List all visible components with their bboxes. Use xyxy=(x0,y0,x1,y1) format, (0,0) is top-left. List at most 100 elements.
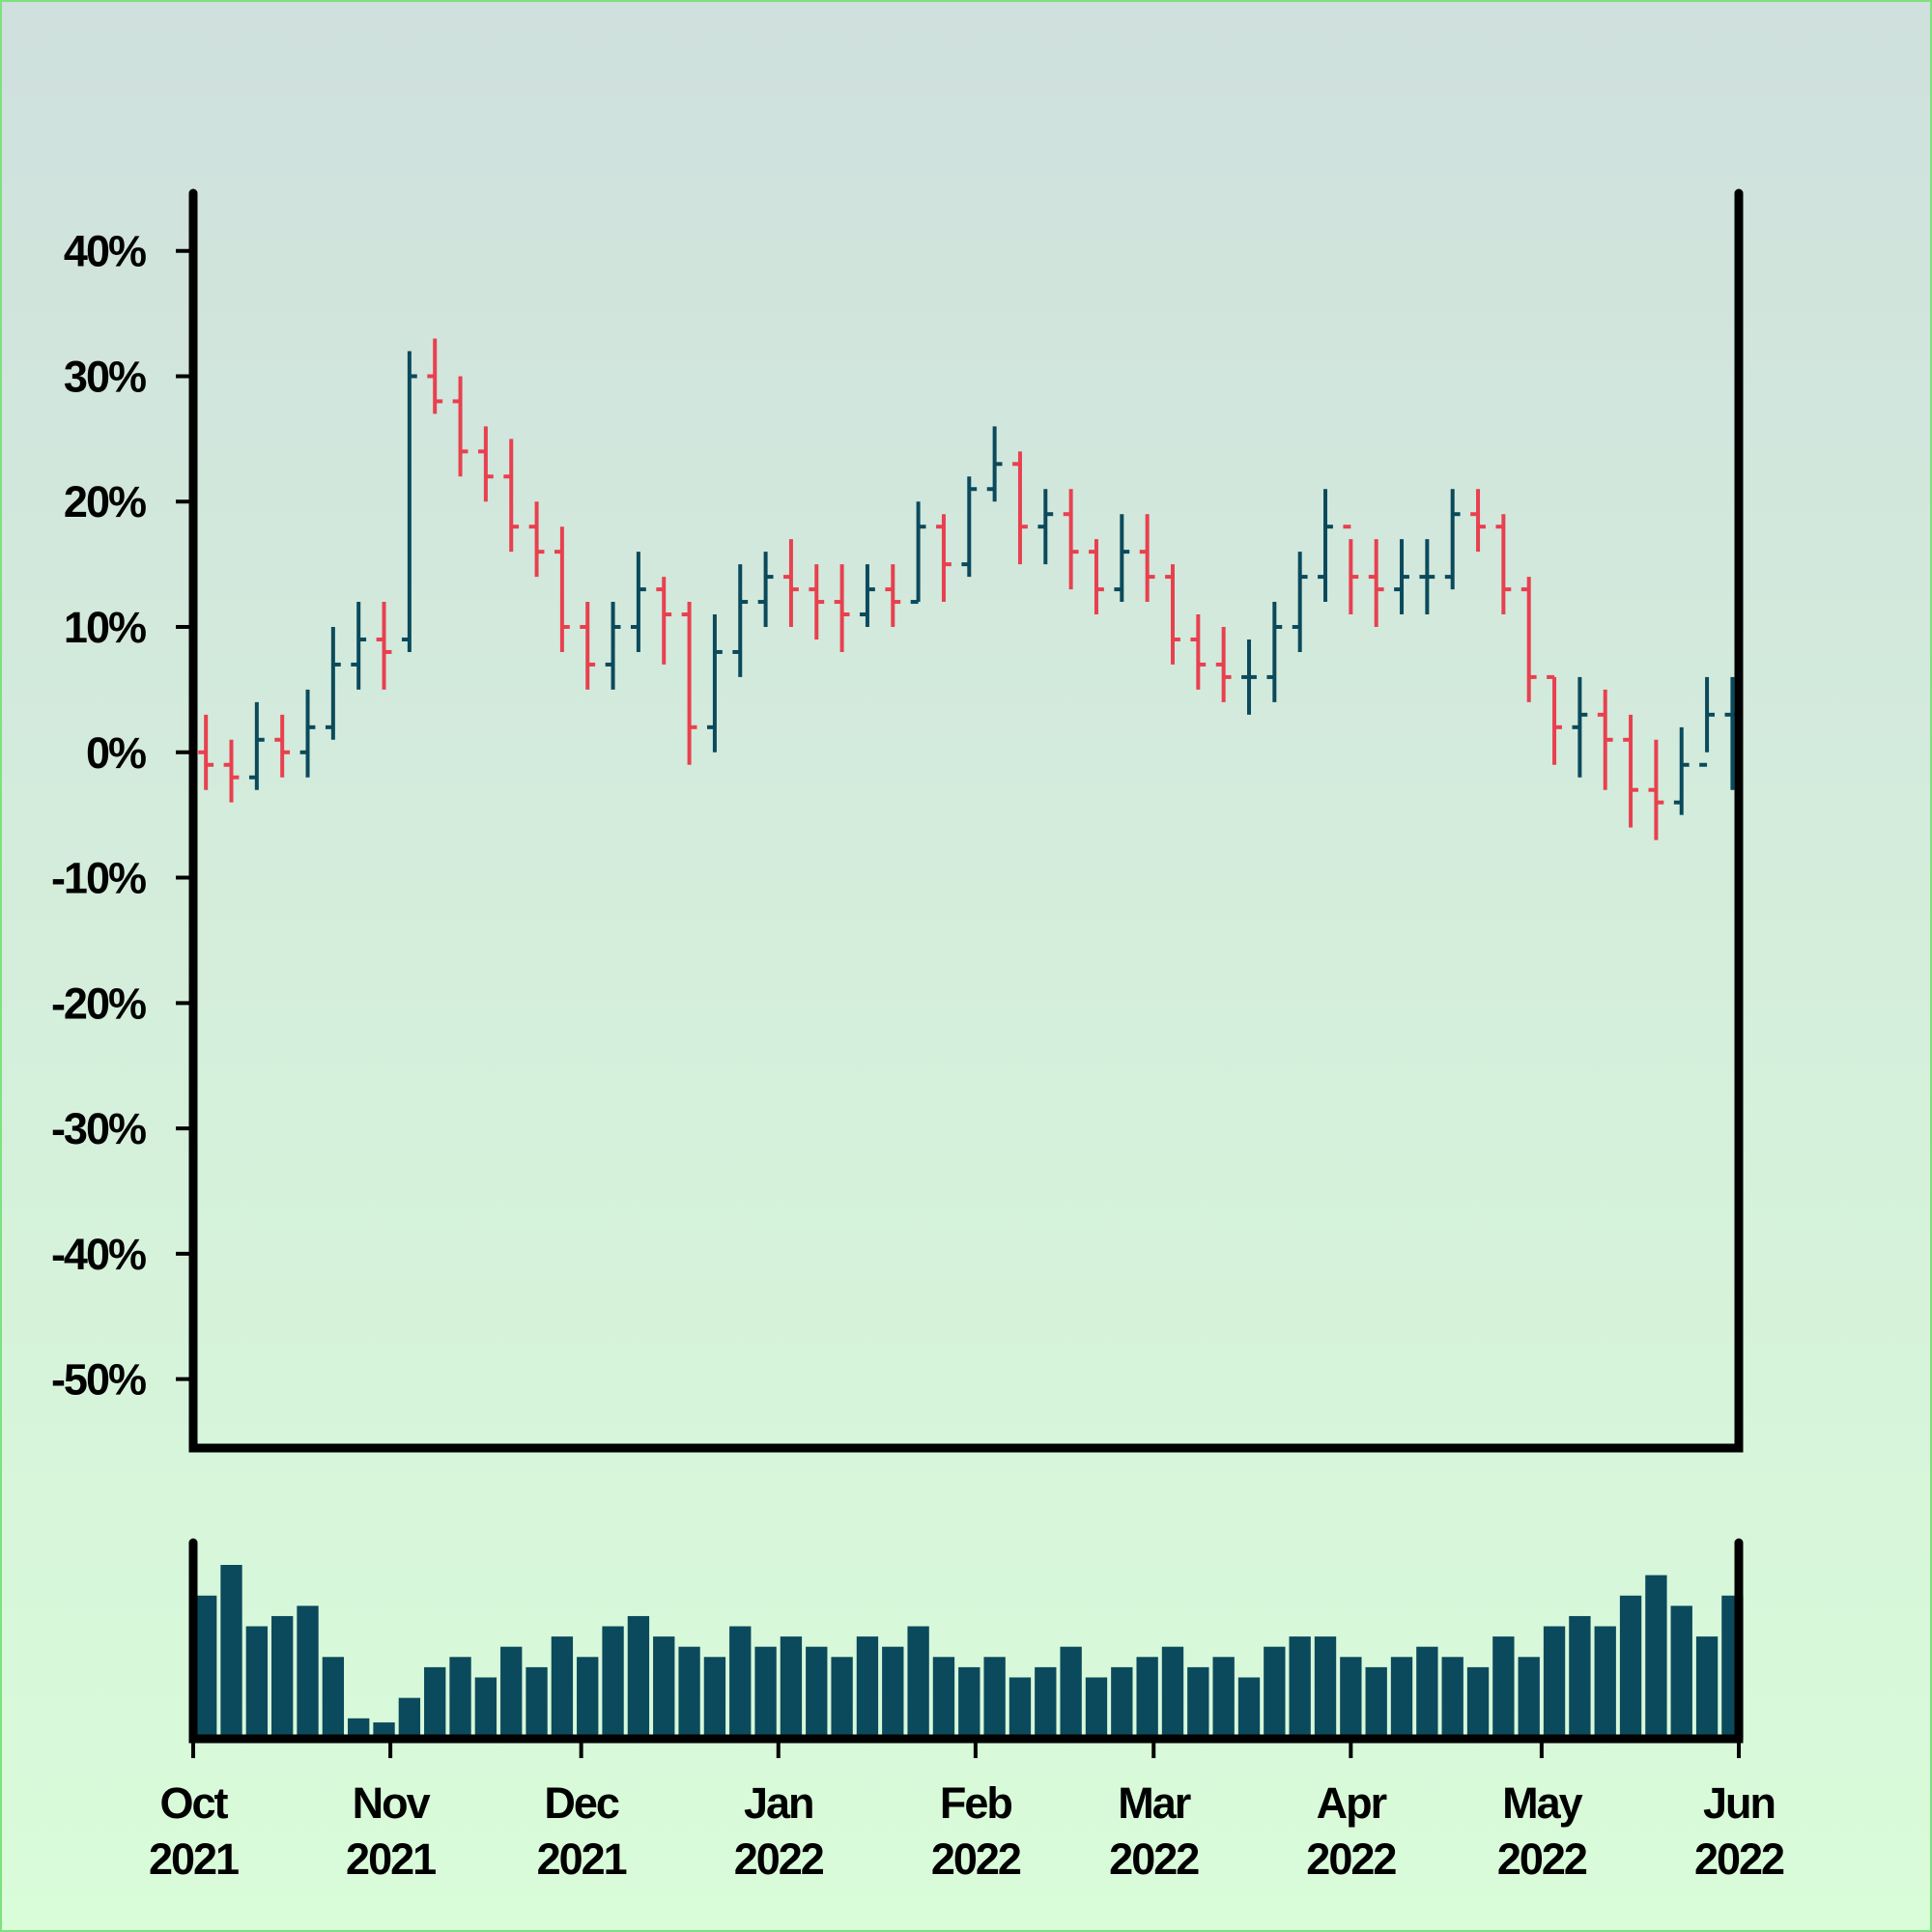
volume-bar xyxy=(195,1595,217,1739)
volume-bar xyxy=(297,1605,319,1739)
x-tick-label-line: Oct xyxy=(159,1778,228,1828)
volume-bar xyxy=(1035,1666,1057,1739)
y-tick-label: -30% xyxy=(51,1104,146,1153)
y-tick-label: -10% xyxy=(51,854,146,903)
x-tick-label: Nov 2021 xyxy=(346,1778,436,1884)
x-tick-label-line: 2022 xyxy=(1109,1834,1199,1884)
x-tick-label-line: 2021 xyxy=(537,1834,627,1884)
volume-bar xyxy=(551,1636,574,1739)
volume-bar xyxy=(1466,1666,1490,1739)
volume-bar xyxy=(500,1646,523,1739)
x-tick-label-line: Dec xyxy=(544,1778,619,1828)
volume-bar xyxy=(245,1626,269,1739)
x-tick-label-line: Mar xyxy=(1118,1778,1191,1828)
volume-bar xyxy=(1187,1666,1209,1739)
volume-bar xyxy=(780,1636,803,1739)
y-tick-label: 40% xyxy=(64,227,146,276)
volume-bar xyxy=(1416,1646,1438,1739)
volume-bar xyxy=(1390,1657,1413,1739)
plot: 40% 30% 20% 10% 0% -10% -20% -30% -40% -50% Oct 202… xyxy=(51,227,1786,1884)
volume-bar xyxy=(1594,1626,1616,1739)
volume-bar xyxy=(1518,1657,1540,1739)
volume-bar xyxy=(424,1666,446,1739)
y-tick-label: 20% xyxy=(64,477,146,526)
volume-bar xyxy=(1085,1677,1108,1739)
volume-bar xyxy=(1314,1636,1337,1739)
volume-bar xyxy=(882,1646,904,1739)
volume-bar xyxy=(958,1666,980,1739)
x-tick-label-line: 2022 xyxy=(734,1834,824,1884)
x-tick-label-line: 2022 xyxy=(1306,1834,1396,1884)
volume-bar xyxy=(1264,1646,1286,1739)
volume-bar xyxy=(1111,1666,1133,1739)
volume-bar xyxy=(474,1677,497,1739)
volume-bar xyxy=(907,1626,929,1739)
volume-bar xyxy=(1670,1605,1692,1739)
volume-bar xyxy=(729,1626,752,1739)
volume-bar xyxy=(1009,1677,1032,1739)
volume-bar xyxy=(1619,1595,1642,1739)
x-tick-label: Jun 2022 xyxy=(1694,1778,1784,1884)
y-tick-label: 30% xyxy=(64,352,146,401)
x-tick-label-line: 2021 xyxy=(346,1834,436,1884)
volume-bar xyxy=(1289,1636,1311,1739)
volume-bar xyxy=(1492,1636,1515,1739)
volume-bar xyxy=(322,1657,345,1739)
volume-bar xyxy=(806,1646,828,1739)
y-tick-label: 10% xyxy=(64,603,146,652)
volume-bar xyxy=(1543,1626,1566,1739)
volume-bar xyxy=(1237,1677,1261,1739)
y-tick-label: -50% xyxy=(51,1355,146,1405)
y-tick-label: -20% xyxy=(51,979,146,1028)
y-tick-label: -40% xyxy=(51,1230,146,1279)
volume-bar xyxy=(602,1626,624,1739)
volume-bar xyxy=(856,1636,879,1739)
x-tick-label: Jan 2022 xyxy=(734,1778,824,1884)
volume-bar xyxy=(653,1636,675,1739)
x-tick-label: Apr 2022 xyxy=(1306,1778,1396,1884)
x-tick-label: Feb 2022 xyxy=(931,1778,1021,1884)
x-tick-label-line: Nov xyxy=(353,1778,431,1828)
volume-bar xyxy=(754,1646,777,1739)
x-tick-label: Dec 2021 xyxy=(537,1778,627,1884)
volume-bar xyxy=(1695,1636,1719,1739)
x-tick-label: Oct 2021 xyxy=(149,1778,239,1884)
volume-bar xyxy=(220,1565,242,1739)
x-tick-label: May 2022 xyxy=(1497,1778,1587,1884)
x-tick-label-line: Feb xyxy=(940,1778,1012,1828)
volume-bar xyxy=(932,1657,955,1739)
volume-bar xyxy=(1569,1615,1591,1739)
volume-bar xyxy=(1645,1575,1667,1739)
volume-bar xyxy=(627,1615,650,1739)
volume-bar xyxy=(449,1657,471,1739)
main-spines xyxy=(188,188,1744,1453)
frame xyxy=(188,188,1744,1744)
volume-bar xyxy=(831,1657,853,1739)
volume-bar xyxy=(271,1615,294,1739)
volume-bar xyxy=(1060,1646,1082,1739)
volume-bar xyxy=(398,1697,421,1739)
volume-bar xyxy=(1441,1657,1463,1739)
volume-bar xyxy=(577,1657,599,1739)
x-tick-label: Mar 2022 xyxy=(1109,1778,1199,1884)
volume-bar xyxy=(983,1657,1006,1739)
volume-bar xyxy=(526,1666,548,1739)
x-tick-label-line: Apr xyxy=(1317,1778,1387,1828)
volume-bar xyxy=(1340,1657,1362,1739)
x-tick-label-line: Jan xyxy=(744,1778,813,1828)
volume-bar xyxy=(703,1657,726,1739)
volume-spines xyxy=(188,1538,1744,1744)
x-tick-label-line: 2021 xyxy=(149,1834,239,1884)
x-tick-label-line: Jun xyxy=(1703,1778,1775,1828)
volume-bar xyxy=(1161,1646,1184,1739)
y-tick-label: 0% xyxy=(86,728,146,778)
volume-bar xyxy=(1212,1657,1235,1739)
x-tick-label-line: 2022 xyxy=(1694,1834,1784,1884)
x-tick-label-line: 2022 xyxy=(931,1834,1021,1884)
x-tick-label-line: May xyxy=(1502,1778,1583,1828)
volume-bar xyxy=(348,1718,370,1739)
x-tick-label-line: 2022 xyxy=(1497,1834,1587,1884)
